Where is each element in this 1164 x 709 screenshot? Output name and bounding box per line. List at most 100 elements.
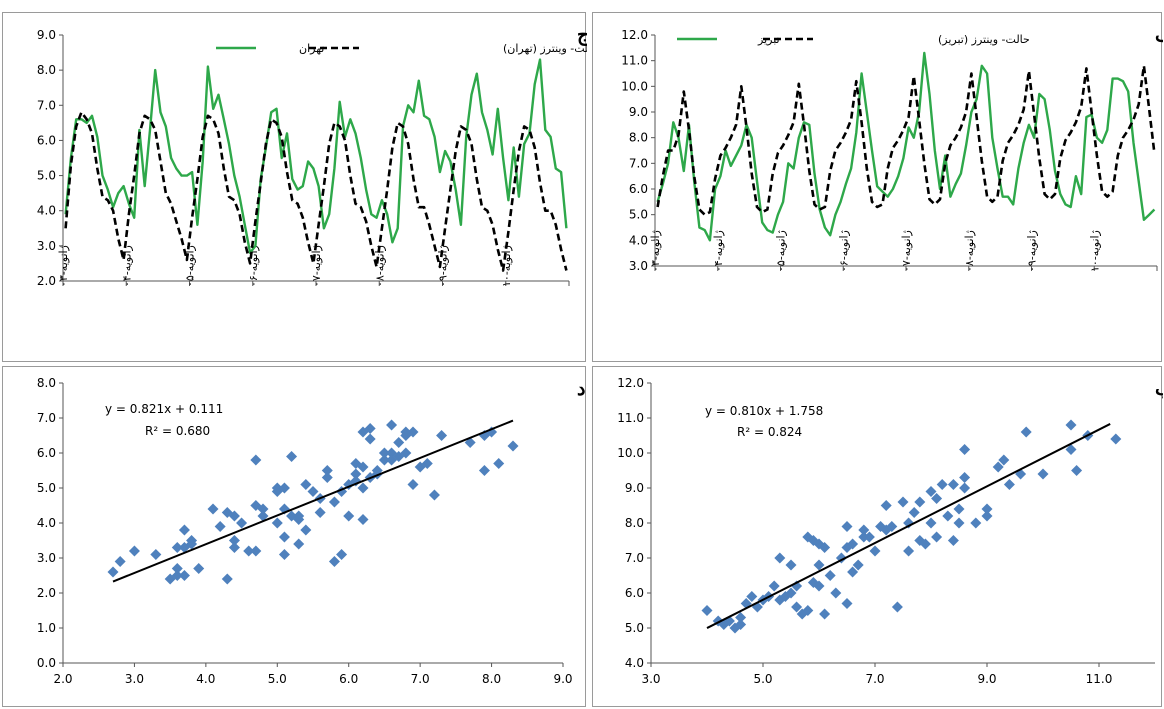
scatter-point	[813, 559, 825, 571]
scatter-point	[925, 517, 937, 529]
scatter-point	[1110, 433, 1122, 445]
holt-winters-series-line	[64, 111, 568, 272]
scatter-point	[807, 535, 819, 546]
y-tick-label: 9.0	[625, 481, 644, 495]
scatter-point	[891, 601, 903, 613]
x-tick-label: ژانویه-۰۵	[775, 230, 788, 272]
scatter-point	[386, 419, 398, 431]
scatter-point	[171, 542, 183, 553]
scatter-point	[321, 472, 333, 483]
x-tick-label: 7.0	[411, 672, 430, 686]
scatter-point	[421, 458, 433, 469]
x-tick-label: ژانویه-۰۹	[1026, 230, 1039, 272]
y-tick-label: 6.0	[37, 446, 56, 460]
scatter-point	[847, 538, 859, 550]
scatter-point	[992, 461, 1004, 473]
scatter-point	[228, 510, 240, 522]
panel-label: الف	[1155, 24, 1163, 46]
scatter-point	[791, 601, 803, 613]
y-tick-label: 2.0	[37, 274, 56, 288]
scatter-point	[493, 458, 505, 469]
scatter-point	[186, 538, 198, 550]
scatter-point	[880, 500, 892, 511]
tabriz-scatter-svg: 4.0 5.0 6.0 7.0 8.0 9.0 10.0 11.0 12.0 3.0 5.0 7.0 9…	[617, 376, 1163, 686]
scatter-point	[841, 598, 853, 609]
scatter-point	[357, 482, 369, 494]
x-tick-label: ژانویه-۱۰	[500, 245, 513, 287]
scatter-point	[914, 496, 926, 508]
x-tick-label: ژانویه-۰۸	[373, 245, 386, 287]
y-tick-label: 10.0	[621, 79, 648, 93]
scatter-point	[364, 423, 376, 434]
x-tick-label: ژانویه-۰۹	[437, 245, 450, 287]
x-tick-label: 5.0	[268, 672, 287, 686]
x-tick-label: ژانویه-۰۷	[900, 230, 913, 272]
scatter-point	[858, 524, 870, 536]
scatter-point	[1071, 465, 1083, 476]
scatter-point	[286, 451, 298, 462]
scatter-point	[407, 426, 419, 438]
y-tick-label: 6.0	[625, 586, 644, 600]
x-tick-group: ژانویه-۰۷	[310, 245, 323, 287]
x-tick-label: 3.0	[125, 672, 144, 686]
scatter-point	[768, 580, 780, 592]
scatter-point	[128, 545, 140, 557]
scatter-point	[791, 580, 803, 592]
scatter-point	[171, 563, 183, 574]
x-tick-label: 2.0	[53, 672, 72, 686]
tabriz-scatter-chart: 4.0 5.0 6.0 7.0 8.0 9.0 10.0 11.0 12.0 3.0 5.0 7.0 9…	[592, 366, 1163, 707]
scatter-point	[931, 493, 943, 504]
x-tick-group: ژانویه-۰۳	[57, 245, 70, 287]
scatter-point	[813, 580, 825, 592]
y-tick-label: 2.0	[37, 586, 56, 600]
observed-series-line	[64, 58, 568, 255]
scatter-point	[486, 426, 498, 438]
y-tick-label: 7.0	[37, 411, 56, 425]
scatter-point	[114, 556, 126, 567]
x-tick-group: ژانویه-۰۶	[837, 230, 850, 272]
x-tick-group: ژانویه-۰۹	[1026, 230, 1039, 272]
scatter-point	[959, 444, 971, 455]
scatter-point	[236, 517, 248, 529]
x-tick-label: 4.0	[196, 672, 215, 686]
y-tick-label: 9.0	[629, 105, 648, 119]
y-tick-label: 3.0	[629, 259, 648, 273]
scatter-point	[307, 486, 319, 497]
y-tick-label: 6.0	[629, 182, 648, 196]
scatter-point	[478, 465, 490, 476]
scatter-point	[278, 531, 290, 543]
scatter-point	[378, 454, 390, 466]
scatter-point	[228, 535, 240, 546]
scatter-point	[343, 510, 355, 522]
scatter-point	[357, 514, 369, 525]
tehran-scatter-svg: 0.0 1.0 2.0 3.0 4.0 5.0 6.0 7.0 8.0 2.0 3.0 4.0 5.0 6…	[37, 376, 586, 686]
scatter-point	[830, 587, 842, 599]
scatter-point	[378, 447, 390, 459]
y-tick-label: 8.0	[629, 131, 648, 145]
y-tick-label: 10.0	[617, 446, 644, 460]
y-tick-label: 4.0	[629, 233, 648, 247]
scatter-point	[819, 608, 831, 620]
scatter-point	[271, 517, 283, 529]
x-tick-label: 5.0	[753, 672, 772, 686]
scatter-point	[942, 510, 954, 522]
r-squared-label: R² = 0.824	[737, 425, 802, 439]
scatter-point	[841, 521, 853, 532]
y-tick-label: 4.0	[37, 516, 56, 530]
x-tick-label: ژانویه-۰۷	[310, 245, 323, 287]
scatter-point	[428, 489, 440, 501]
scatter-point	[746, 591, 758, 602]
scatter-point	[178, 524, 190, 536]
y-tick-label: 0.0	[37, 656, 56, 670]
scatter-point	[250, 454, 262, 466]
scatter-point	[824, 570, 836, 581]
scatter-point	[357, 461, 369, 473]
scatter-point	[998, 454, 1010, 466]
scatter-point	[1003, 479, 1015, 490]
panel-label: د	[577, 378, 585, 400]
scatter-point	[1065, 419, 1077, 431]
panel-label: ج	[577, 24, 587, 46]
scatter-point	[407, 479, 419, 490]
observed-series-line	[656, 51, 1156, 242]
scatter-point	[278, 482, 290, 494]
